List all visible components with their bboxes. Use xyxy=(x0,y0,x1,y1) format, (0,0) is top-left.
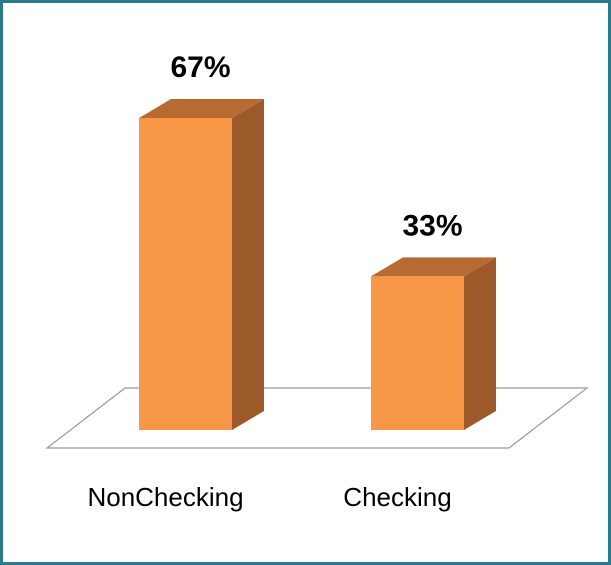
bar-top xyxy=(139,98,264,118)
bar-side xyxy=(464,257,496,430)
bar-front xyxy=(371,276,464,430)
bar-front xyxy=(139,117,232,430)
bar xyxy=(371,257,496,430)
data-label: 67% xyxy=(170,51,230,84)
floor xyxy=(45,387,589,449)
x-tick-label: NonChecking xyxy=(87,482,243,512)
bar-side xyxy=(232,98,264,430)
x-tick-label: Checking xyxy=(343,482,451,512)
bar-top xyxy=(371,257,496,277)
bar xyxy=(139,98,264,430)
data-label: 33% xyxy=(402,209,462,242)
